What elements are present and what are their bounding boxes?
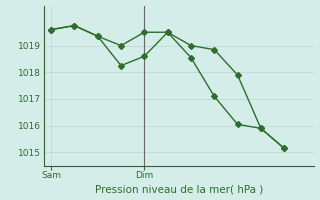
X-axis label: Pression niveau de la mer( hPa ): Pression niveau de la mer( hPa )	[95, 184, 263, 194]
